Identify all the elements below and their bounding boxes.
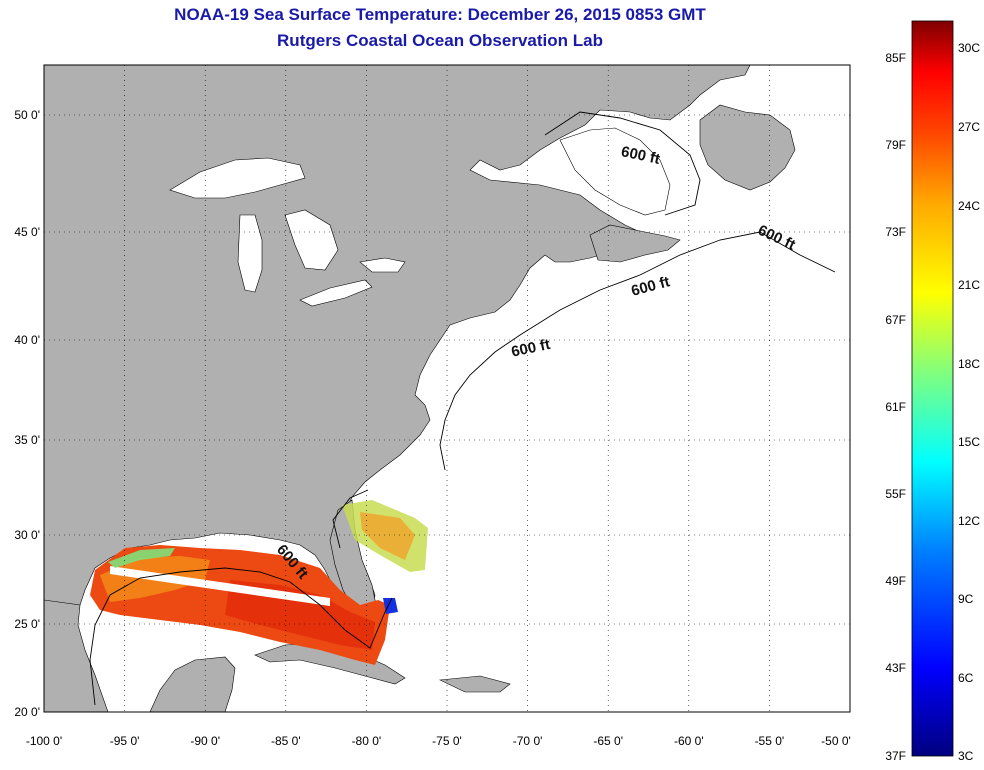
colorbar-f-label: 55F [885,487,906,501]
sst-swath-gulf-warm [225,580,375,650]
sst-missing-stripe [110,566,330,606]
lon-tick: -85 0' [271,734,301,748]
lake-ontario [359,257,406,273]
depth-contour-northeast [439,231,836,471]
lon-tick: -75 0' [432,734,462,748]
colorbar-f-label: 61F [885,400,906,414]
nova-scotia-land [589,224,681,263]
colorbar-celsius-labels: 30C 27C 24C 21C 18C 15C 12C 9C 6C 3C [958,41,980,763]
lat-tick-labels: 20 0' 25 0' 30 0' 35 0' 40 0' 45 0' 50 0… [14,108,40,719]
depth-contour-stlawrence [544,111,701,216]
colorbar-c-label: 3C [958,749,974,763]
depth-contour-gulf [89,567,393,706]
lon-tick: -80 0' [352,734,382,748]
colorbar-f-label: 37F [885,749,906,763]
lon-tick: -50 0' [821,734,851,748]
lon-tick: -90 0' [190,734,220,748]
colorbar-f-label: 79F [885,138,906,152]
colorbar-c-label: 30C [958,41,980,55]
sst-bahamas-cold [383,598,398,614]
lat-tick: 25 0' [14,617,40,631]
colorbar-c-label: 18C [958,357,980,371]
lat-tick: 45 0' [14,225,40,239]
map-frame [43,64,851,713]
gulf-st-lawrence [559,127,671,216]
lake-erie [299,279,373,307]
lat-tick: 40 0' [14,333,40,347]
colorbar-c-label: 15C [958,435,980,449]
colorbar-f-label: 67F [885,313,906,327]
lat-tick: 20 0' [14,705,40,719]
sst-swath-atlantic-warm [360,512,415,560]
sst-coastal-cool [108,548,175,568]
colorbar-f-label: 73F [885,225,906,239]
map-title: NOAA-19 Sea Surface Temperature: Decembe… [174,5,706,24]
colorbar [911,20,954,757]
colorbar-c-label: 24C [958,199,980,213]
colorbar-f-label: 49F [885,574,906,588]
lake-michigan [237,214,263,293]
lon-tick: -70 0' [513,734,543,748]
depth-contour-florida [332,489,369,549]
map-subtitle: Rutgers Coastal Ocean Observation Lab [277,31,603,50]
lat-tick: 35 0' [14,433,40,447]
lon-tick-labels: -100 0' -95 0' -90 0' -85 0' -80 0' -75 … [26,734,851,748]
lake-huron [284,209,339,271]
lon-tick: -65 0' [593,734,623,748]
lake-superior [169,157,306,199]
lon-tick: -55 0' [755,734,785,748]
colorbar-f-label: 43F [885,661,906,675]
newfoundland-land [699,104,796,191]
lon-tick: -95 0' [110,734,140,748]
lat-tick: 50 0' [14,108,40,122]
hispaniola-land [438,675,511,693]
colorbar-c-label: 9C [958,592,974,606]
colorbar-f-label: 85F [885,51,906,65]
yucatan-land [149,656,236,712]
colorbar-c-label: 6C [958,671,974,685]
lon-tick: -60 0' [674,734,704,748]
colorbar-c-label: 12C [958,514,980,528]
colorbar-c-label: 21C [958,278,980,292]
lat-tick: 30 0' [14,528,40,542]
lon-tick: -100 0' [26,734,62,748]
colorbar-c-label: 27C [958,120,980,134]
colorbar-fahrenheit-labels: 85F 79F 73F 67F 61F 55F 49F 43F 37F [885,51,906,763]
